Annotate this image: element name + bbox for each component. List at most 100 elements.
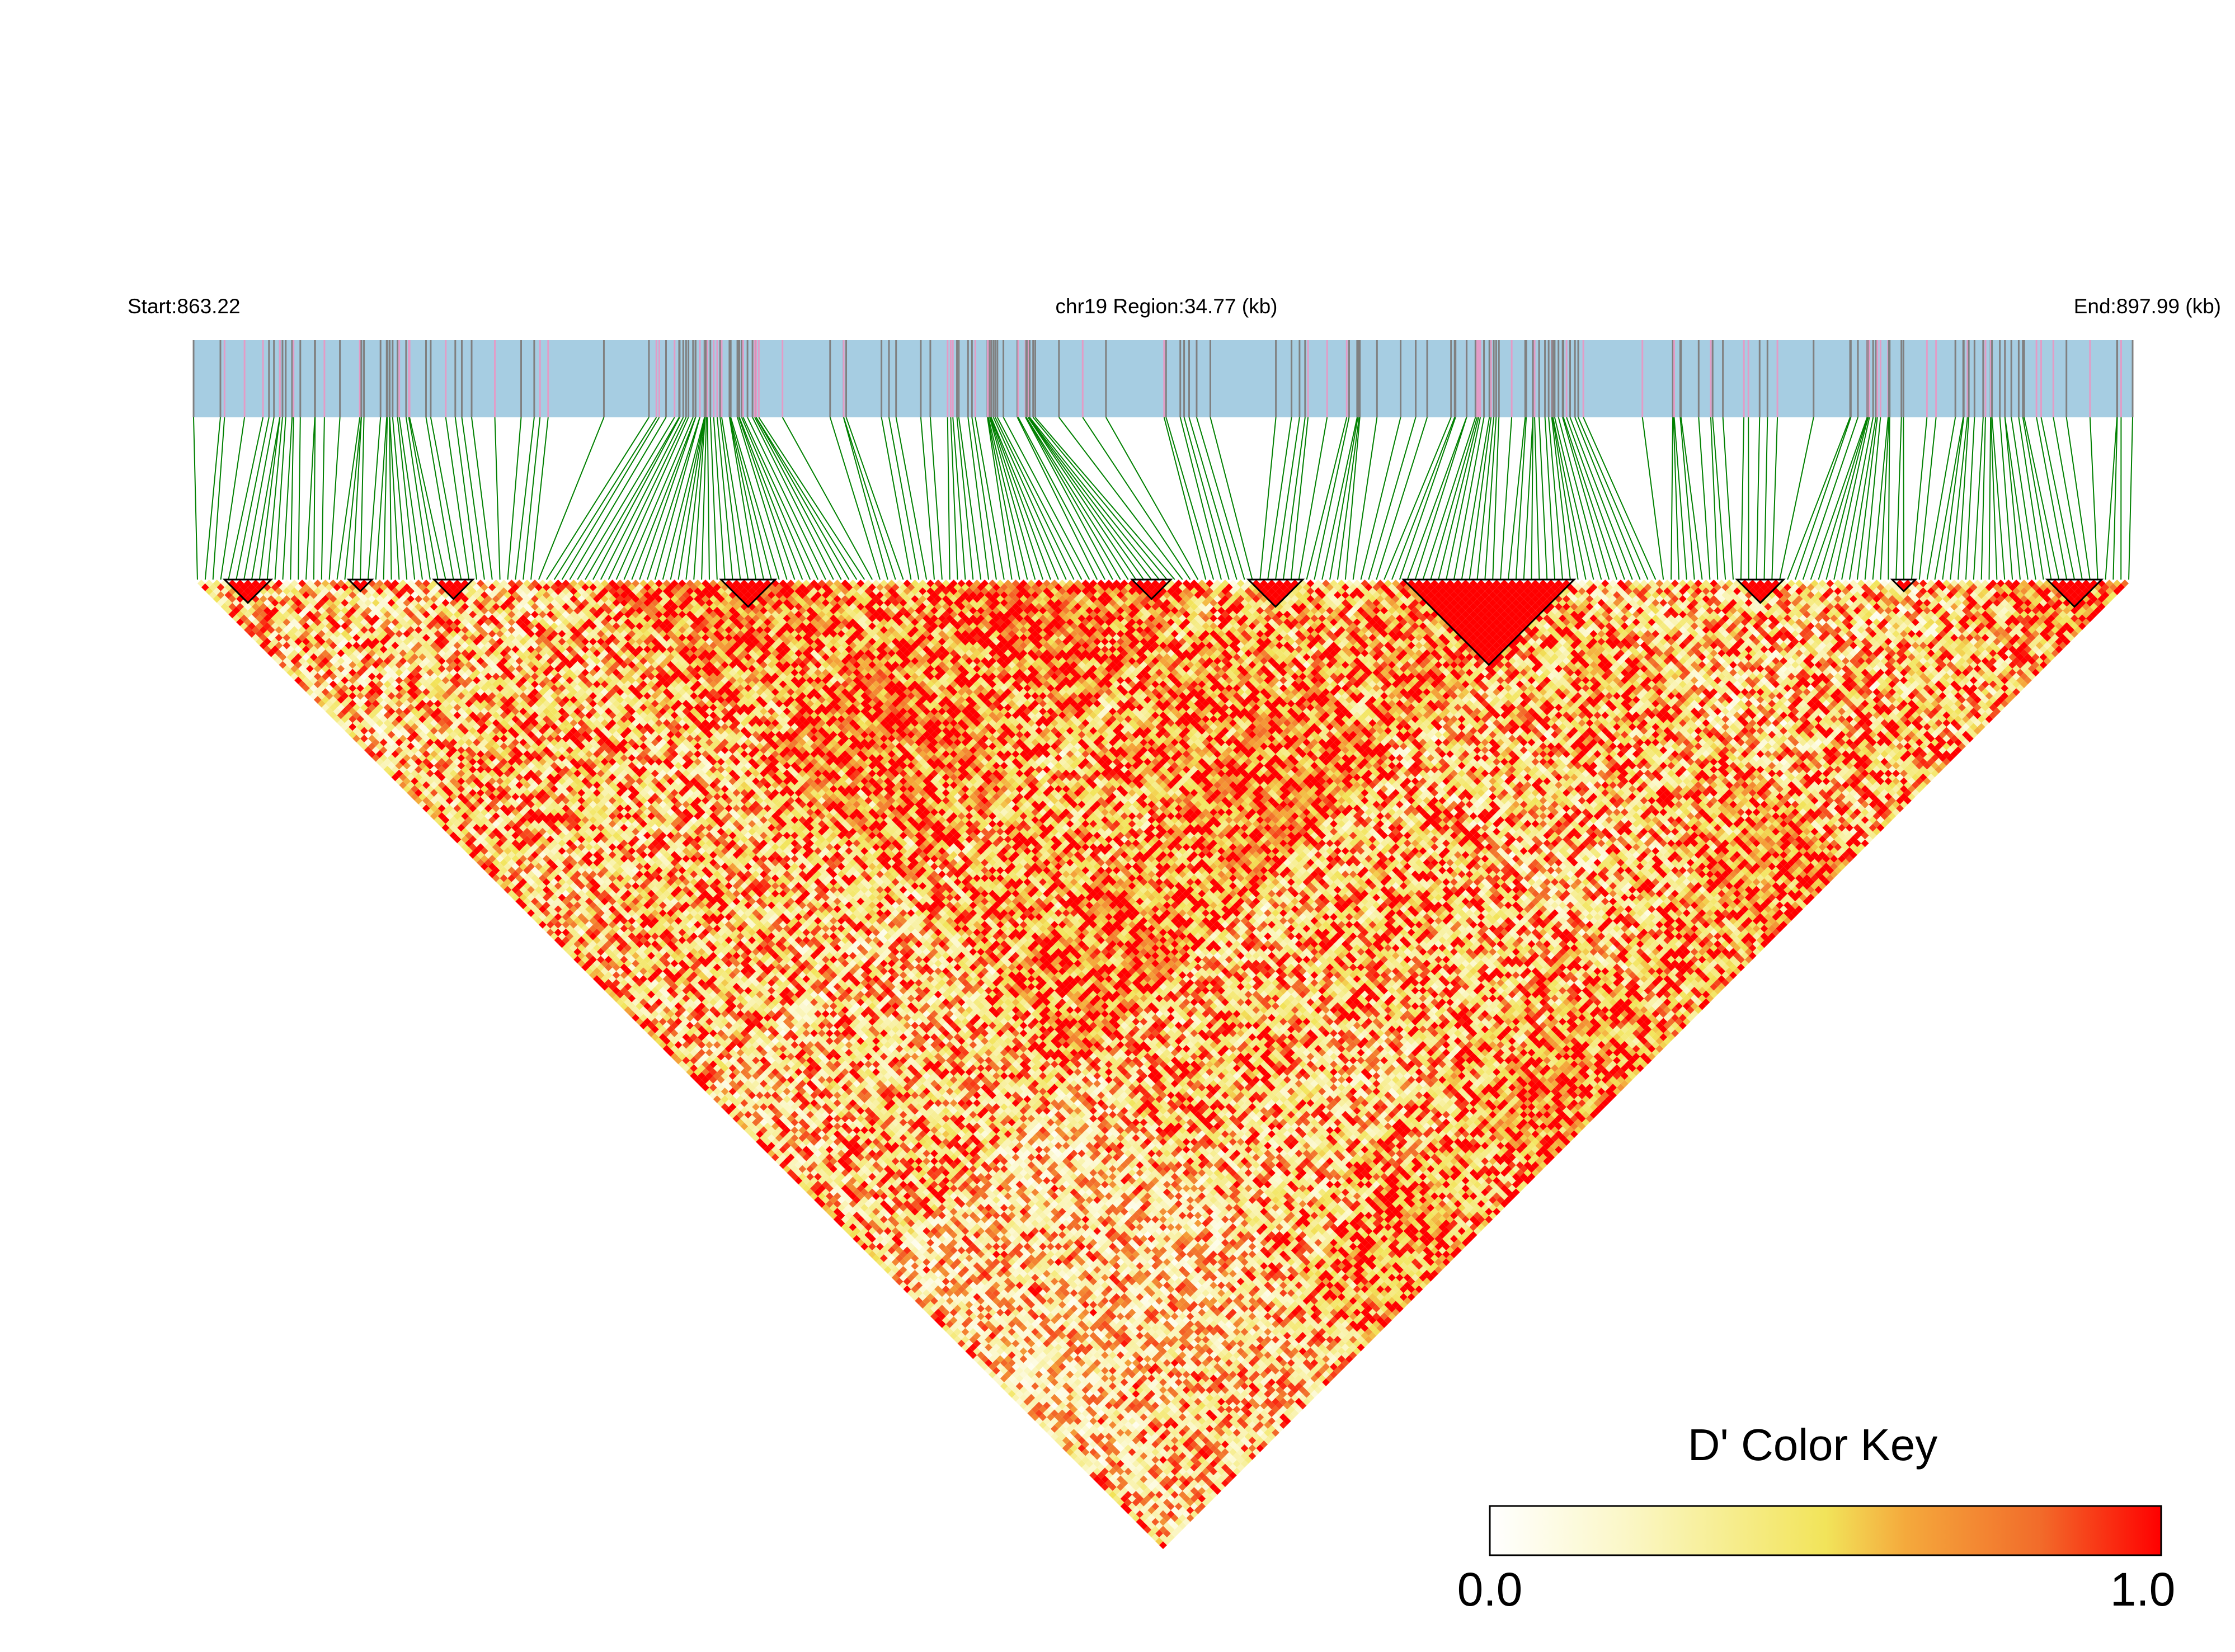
snp-connector-line	[2129, 417, 2133, 580]
snp-connector-line	[711, 417, 717, 580]
snp-connector-line	[1291, 417, 1308, 580]
snp-connector-line	[609, 417, 686, 580]
snp-connector-line	[1197, 417, 1245, 580]
snp-connector-line	[585, 417, 679, 580]
snp-connector-line	[1919, 417, 1936, 580]
snp-connector-line	[1260, 417, 1276, 580]
snp-connector-line	[1029, 417, 1152, 580]
snp-connector-line	[990, 417, 1035, 580]
snp-connector-line	[1671, 417, 1673, 580]
snp-connector-line	[1353, 417, 1377, 580]
snp-connector-line	[756, 417, 849, 580]
snp-connector-lines	[194, 417, 2133, 580]
snp-connector-line	[663, 417, 705, 580]
snp-connector-line	[330, 417, 340, 580]
snp-connector-line	[399, 417, 422, 580]
snp-track-band	[194, 340, 2133, 417]
snp-connector-line	[577, 417, 674, 580]
snp-connector-line	[1322, 417, 1357, 580]
snp-connector-line	[1803, 417, 1858, 580]
ld-triangle	[197, 580, 2129, 1549]
snp-connector-line	[1566, 417, 1625, 580]
snp-connector-line	[1903, 417, 1904, 580]
snp-connector-line	[1912, 417, 1927, 580]
snp-connector-line	[1680, 417, 1694, 580]
snp-connector-line	[1681, 417, 1702, 580]
snp-connector-line	[1564, 417, 1617, 580]
snp-connector-line	[409, 417, 438, 580]
snp-connector-line	[1539, 417, 1547, 580]
snp-connector-line	[1888, 417, 1889, 580]
snp-connector-line	[2011, 417, 2035, 580]
snp-connector-line	[1826, 417, 1868, 580]
snp-connector-line	[345, 417, 361, 580]
snp-connector-line	[1493, 417, 1499, 580]
snp-connector-line	[2090, 417, 2098, 580]
snp-connector-line	[948, 417, 950, 580]
snp-connector-line	[2005, 417, 2020, 580]
snp-connector-line	[1896, 417, 1902, 580]
snp-connector-line	[1850, 417, 1876, 580]
snp-connector-line	[2005, 417, 2028, 580]
snp-connector-line	[352, 417, 361, 580]
snp-connector-line	[959, 417, 981, 580]
snp-connector-line	[495, 417, 500, 580]
snp-connector-line	[228, 417, 263, 580]
snp-connector-line	[1748, 417, 1749, 580]
snp-connector-line	[368, 417, 380, 580]
snp-connector-line	[1927, 417, 1956, 580]
snp-connector-line	[755, 417, 841, 580]
snp-connector-line	[1757, 417, 1760, 580]
snp-connector-line	[1485, 417, 1496, 580]
snp-connector-line	[1535, 417, 1539, 580]
snp-connector-line	[708, 417, 709, 580]
snp-connector-line	[1423, 417, 1475, 580]
snp-connector-line	[1035, 417, 1174, 580]
snp-connector-line	[1189, 417, 1236, 580]
snp-connector-line	[844, 417, 888, 580]
snp-connector-line	[1989, 417, 1991, 580]
snp-connector-line	[1083, 417, 1190, 580]
snp-connector-line	[570, 417, 666, 580]
snp-connector-line	[889, 417, 919, 580]
snp-connector-line	[991, 417, 1058, 580]
snp-connector-line	[472, 417, 492, 580]
snp-connector-line	[1508, 417, 1525, 580]
snp-connector-line	[844, 417, 896, 580]
snp-connector-line	[322, 417, 324, 580]
snp-connector-line	[1873, 417, 1888, 580]
snp-connector-line	[531, 417, 548, 580]
snp-connector-line	[547, 417, 649, 580]
snp-connector-line	[882, 417, 911, 580]
snp-connector-line	[252, 417, 280, 580]
snp-connector-line	[601, 417, 683, 580]
snp-connector-line	[1698, 417, 1710, 580]
snp-connector-line	[2018, 417, 2043, 580]
snp-connector-line	[194, 417, 197, 580]
snp-connector-line	[406, 417, 430, 580]
snp-connector-line	[2000, 417, 2012, 580]
snp-connector-line	[1578, 417, 1648, 580]
snp-connector-line	[1026, 417, 1121, 580]
snp-connector-line	[1880, 417, 1889, 580]
snp-connector-line	[1368, 417, 1415, 580]
snp-connector-line	[1210, 417, 1252, 580]
snp-connector-line	[737, 417, 787, 580]
region-label: chr19 Region:34.77 (kb)	[1056, 295, 1278, 318]
snp-connector-line	[951, 417, 957, 580]
snp-connector-line	[1408, 417, 1467, 580]
snp-connector-line	[431, 417, 461, 580]
snp-connector-line	[337, 417, 360, 580]
snp-connector-line	[1741, 417, 1744, 580]
snp-connector-line	[1842, 417, 1873, 580]
snp-connector-line	[1643, 417, 1663, 580]
snp-connector-line	[1028, 417, 1144, 580]
snp-connector-line	[1500, 417, 1512, 580]
snp-connector-line	[1583, 417, 1655, 580]
snp-connector-line	[593, 417, 680, 580]
snp-track	[194, 340, 2133, 417]
snp-connector-line	[1283, 417, 1305, 580]
snp-connector-line	[1164, 417, 1206, 580]
snp-connector-line	[1431, 417, 1477, 580]
